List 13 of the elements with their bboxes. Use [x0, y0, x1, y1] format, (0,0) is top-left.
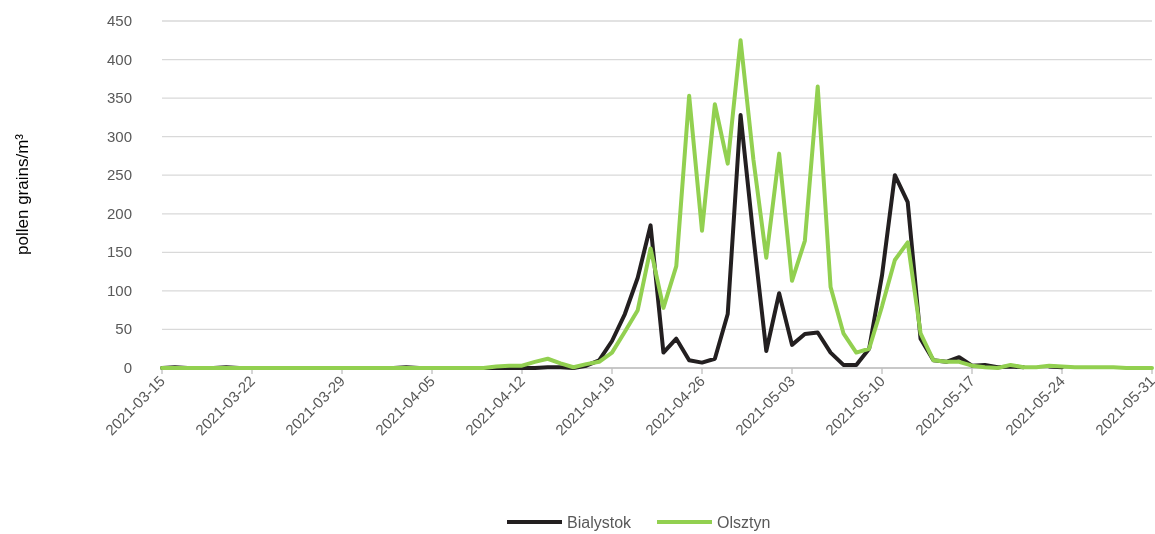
- y-tick-label: 150: [106, 243, 132, 261]
- y-tick-label: 400: [106, 50, 132, 68]
- y-tick-label: 200: [106, 204, 132, 222]
- y-tick-label: 0: [123, 359, 132, 376]
- y-axis-title: pollen grains/m³: [13, 133, 32, 255]
- y-tick-label: 250: [106, 166, 132, 184]
- legend-label: Bialystok: [567, 514, 633, 531]
- y-tick-label: 450: [106, 12, 132, 29]
- y-tick-label: 50: [115, 320, 132, 338]
- y-tick-label: 100: [106, 281, 132, 299]
- y-tick-label: 350: [106, 89, 132, 107]
- legend-label: Olsztyn: [717, 514, 771, 531]
- y-tick-label: 300: [106, 127, 132, 145]
